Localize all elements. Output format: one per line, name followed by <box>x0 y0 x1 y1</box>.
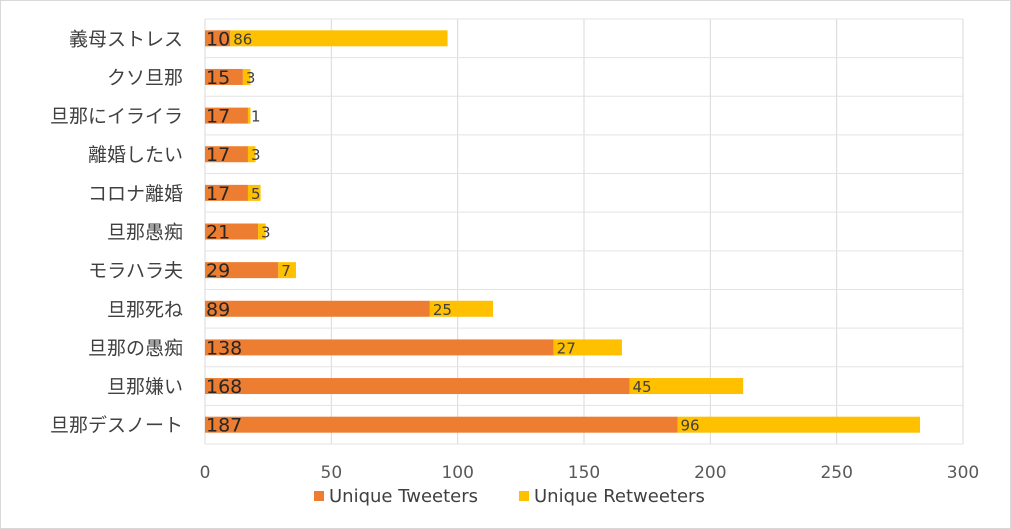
bar-unique-tweeters <box>205 378 630 395</box>
bar-unique-tweeters <box>205 30 231 47</box>
data-label-unique-retweeters: 45 <box>632 378 651 396</box>
bar-unique-tweeters <box>205 68 243 85</box>
bar-unique-tweeters <box>205 262 279 279</box>
legend: Unique Tweeters Unique Retweeters <box>314 486 705 507</box>
x-tick-label: 150 <box>568 463 600 483</box>
data-label-unique-retweeters: 3 <box>246 69 256 87</box>
bar-unique-tweeters <box>205 339 554 356</box>
data-label-unique-tweeters: 10 <box>206 28 230 50</box>
data-label-unique-tweeters: 21 <box>206 222 230 244</box>
bar-unique-retweeters <box>429 300 494 317</box>
bar-unique-retweeters <box>247 146 256 163</box>
bar-unique-retweeters <box>629 378 744 395</box>
category-label: 旦那デスノート <box>50 415 183 437</box>
data-label-unique-retweeters: 27 <box>557 339 576 357</box>
bar-unique-retweeters <box>677 416 921 433</box>
bar-unique-retweeters <box>230 30 448 47</box>
data-label-unique-retweeters: 96 <box>680 417 699 435</box>
category-label: クソ旦那 <box>107 67 183 89</box>
legend-swatch-unique-retweeters <box>519 491 529 501</box>
bar-unique-tweeters <box>205 107 248 124</box>
data-label-unique-tweeters: 138 <box>206 337 242 359</box>
bar-unique-retweeters <box>258 223 266 240</box>
data-label-unique-tweeters: 168 <box>206 376 242 398</box>
data-label-unique-tweeters: 29 <box>206 260 230 282</box>
category-label: 旦那の愚痴 <box>88 337 183 359</box>
data-labels: 10 86 15 3 17 1 17 3 17 5 21 3 29 7 89 25 138 27 168 45 187 9… <box>206 28 700 436</box>
category-label: モラハラ夫 <box>88 260 183 282</box>
data-label-unique-tweeters: 187 <box>206 415 242 437</box>
bar-unique-retweeters <box>247 184 261 201</box>
data-label-unique-retweeters: 5 <box>251 185 261 203</box>
legend-label-unique-retweeters: Unique Retweeters <box>534 486 705 507</box>
bar-unique-retweeters <box>278 262 296 279</box>
bar-unique-tweeters <box>205 300 430 317</box>
bar-unique-tweeters <box>205 223 259 240</box>
data-label-unique-retweeters: 1 <box>251 108 261 126</box>
category-label: 離婚したい <box>88 144 183 166</box>
x-tick-label: 300 <box>947 463 979 483</box>
data-label-unique-tweeters: 17 <box>206 144 230 166</box>
bar-unique-retweeters <box>553 339 622 356</box>
data-label-unique-retweeters: 7 <box>281 262 291 280</box>
bar-unique-retweeters <box>247 107 251 124</box>
category-label: 旦那嫌い <box>107 376 183 398</box>
legend-label-unique-tweeters: Unique Tweeters <box>329 486 478 507</box>
gridlines <box>204 18 964 445</box>
value-axis-ticks: 0 50 100 150 200 250 300 <box>200 463 980 483</box>
bar-unique-retweeters <box>242 68 251 85</box>
bars <box>205 30 921 433</box>
category-label: 旦那死ね <box>107 299 183 321</box>
data-label-unique-retweeters: 86 <box>233 30 252 48</box>
data-label-unique-tweeters: 17 <box>206 106 230 128</box>
data-label-unique-retweeters: 25 <box>433 301 452 319</box>
bar-unique-tweeters <box>205 416 678 433</box>
legend-swatch-unique-tweeters <box>314 491 324 501</box>
x-tick-label: 100 <box>441 463 473 483</box>
data-label-unique-tweeters: 17 <box>206 183 230 205</box>
x-tick-label: 50 <box>321 463 343 483</box>
data-label-unique-tweeters: 15 <box>206 67 230 89</box>
x-tick-label: 0 <box>200 463 211 483</box>
data-label-unique-retweeters: 3 <box>251 146 261 164</box>
category-label: コロナ離婚 <box>88 183 183 205</box>
category-label: 義母ストレス <box>69 28 183 50</box>
data-label-unique-tweeters: 89 <box>206 299 230 321</box>
x-tick-label: 250 <box>820 463 852 483</box>
category-axis-labels: 義母ストレスクソ旦那旦那にイライラ離婚したいコロナ離婚旦那愚痴モラハラ夫旦那死ね… <box>50 28 183 436</box>
data-label-unique-retweeters: 3 <box>261 224 271 242</box>
bar-unique-tweeters <box>205 146 248 163</box>
category-label: 旦那にイライラ <box>50 106 183 128</box>
category-label: 旦那愚痴 <box>107 222 183 244</box>
bar-unique-tweeters <box>205 184 248 201</box>
x-tick-label: 200 <box>694 463 726 483</box>
